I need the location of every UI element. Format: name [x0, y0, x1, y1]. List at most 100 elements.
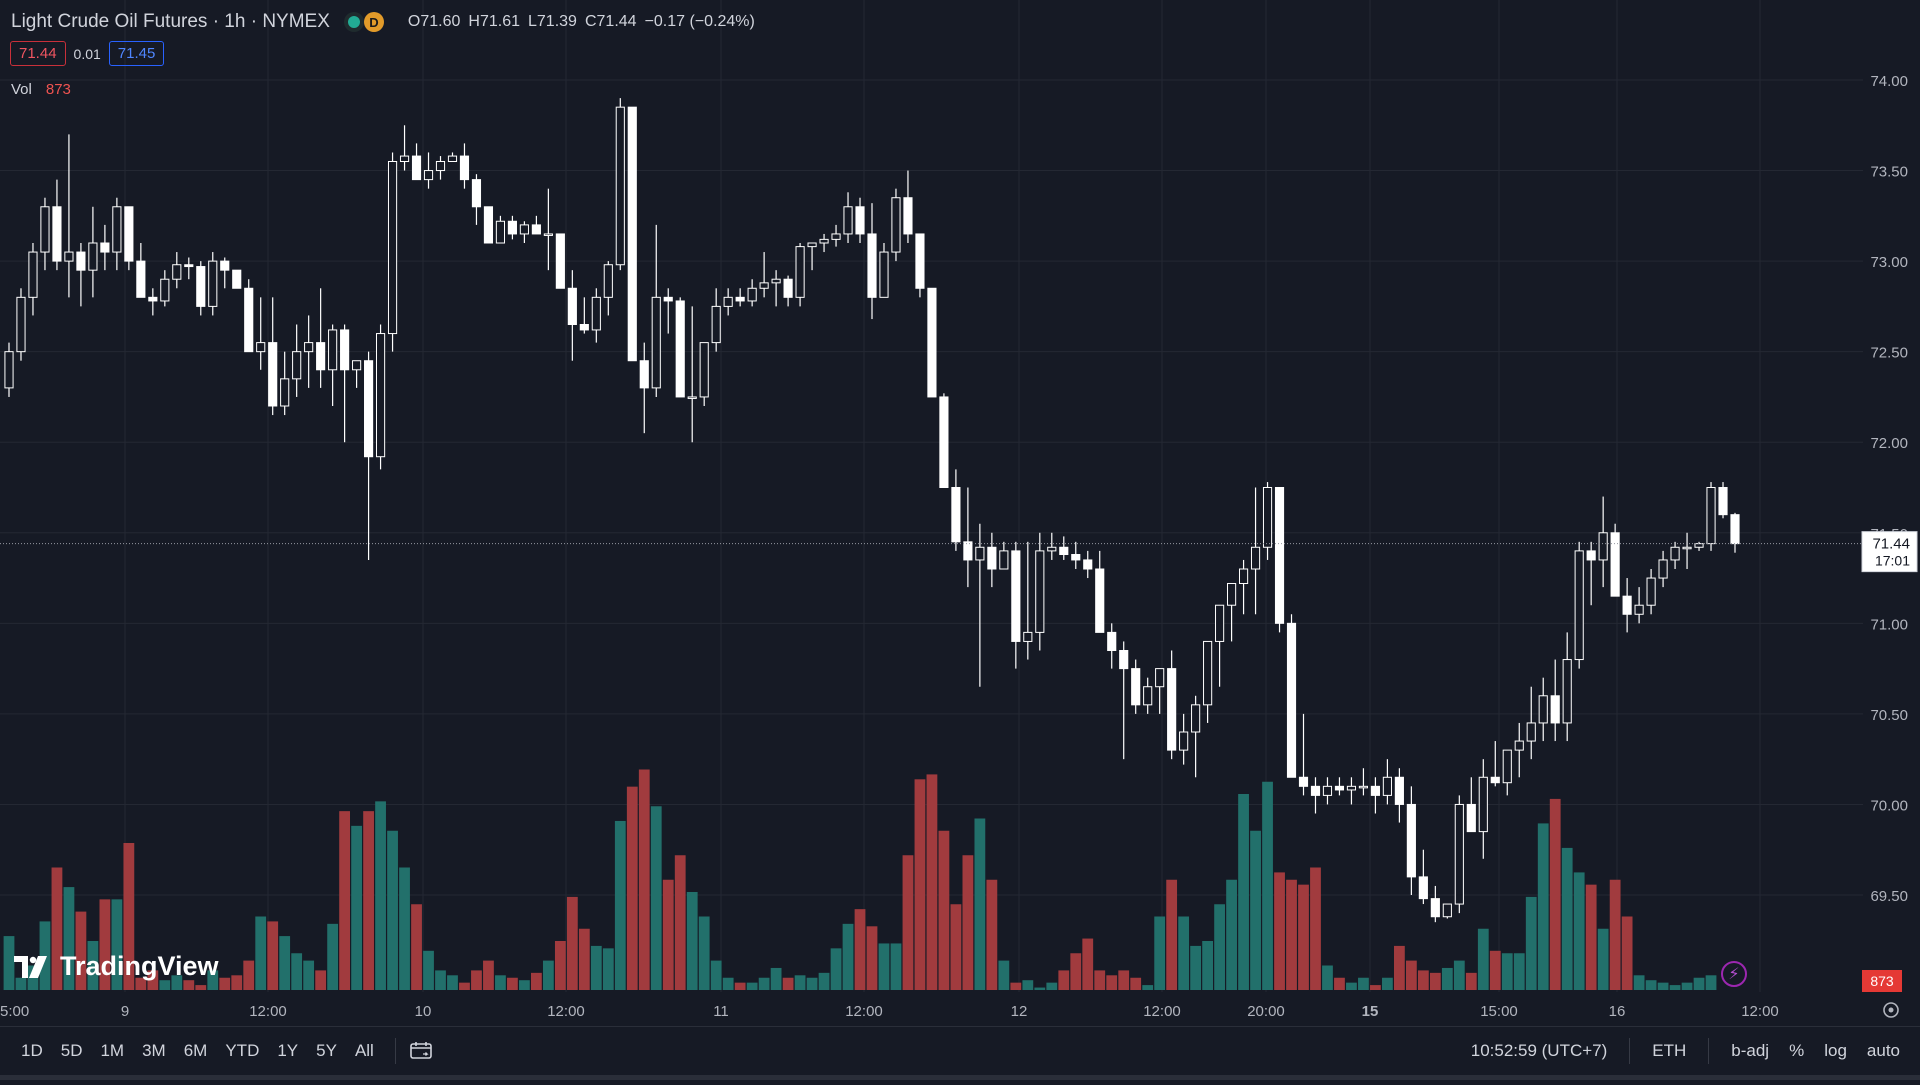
candle [723, 288, 733, 316]
time-tick-label: 5:00 [0, 1003, 29, 1020]
sell-price-button[interactable]: 71.44 [10, 41, 66, 66]
candle [1322, 777, 1333, 805]
candle-body [1155, 668, 1165, 688]
volume-bar [483, 960, 494, 990]
volume-bar [279, 936, 291, 990]
candle [1047, 532, 1057, 560]
volume-bar [638, 769, 650, 990]
auto-scale-button[interactable]: auto [1866, 1041, 1900, 1060]
low-key: L [528, 13, 537, 30]
volume-bar [938, 830, 950, 990]
range-button-5y[interactable]: 5Y [316, 1041, 337, 1060]
candle [1370, 777, 1380, 814]
volume-bar [650, 806, 662, 990]
volume-bar [698, 916, 710, 990]
settings-icon[interactable] [1883, 1002, 1899, 1018]
candle-body [555, 233, 565, 289]
range-button-1d[interactable]: 1D [21, 1041, 43, 1060]
candle [148, 288, 158, 316]
candle [747, 279, 757, 307]
candle-body [196, 266, 206, 307]
candle [208, 252, 218, 316]
volume-bar [782, 977, 794, 990]
range-button-3m[interactable]: 3M [142, 1041, 166, 1060]
candle [1358, 768, 1369, 796]
candle-body [927, 287, 937, 398]
session-button[interactable]: ETH [1652, 1041, 1687, 1060]
candle [160, 270, 170, 307]
candle-body [1322, 785, 1333, 796]
buy-price-button[interactable]: 71.45 [108, 41, 165, 66]
percent-scale-button[interactable]: % [1789, 1041, 1805, 1060]
candle [1203, 640, 1213, 723]
volume-bar [135, 977, 147, 990]
candle [352, 360, 362, 388]
toolbar-right: 10:52:59 (UTC+7) ETH b-adj % log auto [1461, 1038, 1910, 1064]
volume-bar [303, 960, 315, 990]
volume-bar [15, 977, 27, 990]
volume-legend[interactable]: Vol 873 [11, 81, 71, 98]
candle [987, 532, 997, 588]
lightning-icon[interactable]: ⚡ [1721, 961, 1747, 987]
go-to-date-icon[interactable] [408, 1038, 434, 1064]
candle [603, 261, 613, 316]
time-tick-label: 10 [415, 1003, 432, 1020]
range-button-6m[interactable]: 6M [183, 1041, 208, 1060]
range-button-5d[interactable]: 5D [60, 1041, 83, 1060]
range-button-all[interactable]: All [354, 1041, 374, 1060]
candle [555, 233, 565, 289]
candle [483, 206, 494, 244]
candle-body [1310, 785, 1321, 796]
range-button-1m[interactable]: 1M [100, 1041, 125, 1060]
candle-body [699, 342, 709, 398]
candle-body [280, 378, 290, 407]
candle-body [28, 251, 38, 298]
market-status[interactable]: D [347, 12, 384, 32]
candle-body [675, 300, 685, 398]
volume-bar [1489, 950, 1501, 990]
volume-bar [1298, 884, 1309, 990]
candle-body [268, 342, 278, 407]
candle-body [1490, 776, 1500, 784]
volume-bar [291, 953, 303, 990]
volume-bar [111, 899, 123, 990]
candle-body [1658, 559, 1668, 579]
range-button-ytd[interactable]: YTD [225, 1041, 260, 1060]
volume-label: Vol [11, 81, 32, 98]
candle [1718, 482, 1728, 519]
adjustment-button[interactable]: b-adj [1731, 1041, 1770, 1060]
volume-bar [123, 843, 135, 990]
volume-bar [962, 855, 974, 990]
candle [843, 192, 853, 243]
candle-body [399, 155, 410, 162]
volume-bar [1549, 798, 1561, 990]
clock-timezone[interactable]: 10:52:59 (UTC+7) [1470, 1041, 1608, 1060]
candle [735, 288, 745, 307]
time-tick-label: 11 [713, 1003, 729, 1020]
tradingview-logo[interactable]: TradingView [14, 951, 219, 982]
log-scale-button[interactable]: log [1824, 1041, 1847, 1060]
candle [316, 288, 326, 388]
settings-icon-ring [1883, 1002, 1899, 1018]
candle [1274, 487, 1285, 633]
candle-body [1286, 622, 1297, 778]
candle-body [459, 155, 470, 181]
candle-body [375, 333, 386, 458]
candle-body [256, 342, 266, 353]
symbol-title[interactable]: Light Crude Oil Futures · 1h · NYMEX [11, 11, 330, 32]
candle [4, 342, 14, 397]
candle [328, 324, 338, 406]
toolbar-divider [1708, 1038, 1710, 1064]
price-tick-label: 69.50 [1870, 888, 1908, 905]
candle [579, 297, 589, 334]
candle [879, 243, 889, 298]
candle-body [16, 296, 26, 353]
range-button-1y[interactable]: 1Y [277, 1041, 299, 1060]
candle-body [1059, 546, 1069, 556]
bottom-strip [0, 1075, 1920, 1080]
volume-bar [1166, 879, 1178, 990]
volume-bar [1525, 896, 1537, 990]
volume-bar [243, 960, 255, 990]
